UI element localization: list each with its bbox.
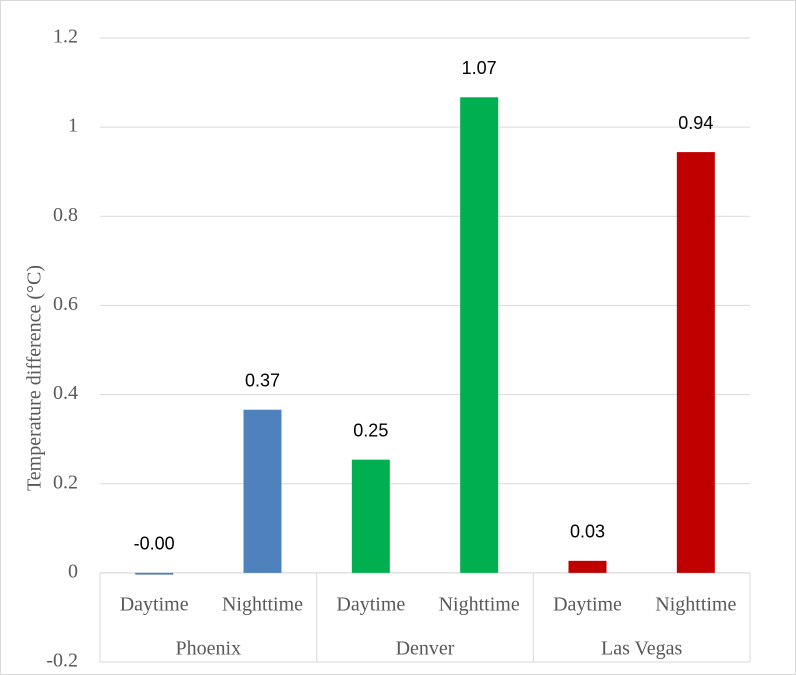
- data-label: 0.94: [678, 113, 713, 133]
- group-label: Denver: [396, 638, 455, 660]
- y-tick-label: 1.2: [53, 26, 78, 48]
- group-label: Phoenix: [176, 638, 242, 660]
- data-label: 0.25: [353, 420, 388, 440]
- bar: [460, 97, 499, 573]
- bar: [676, 152, 715, 573]
- x-tick-label: Daytime: [336, 593, 405, 615]
- x-tick-label: Nighttime: [222, 593, 303, 615]
- data-label: -0.00: [134, 534, 175, 554]
- y-tick-label: -0.2: [46, 650, 78, 672]
- y-tick-label: 0.6: [53, 293, 78, 315]
- y-tick-label: 0.2: [53, 471, 78, 493]
- y-tick-label: 0.8: [53, 204, 78, 226]
- bar: [243, 409, 282, 573]
- data-label: 0.03: [570, 522, 605, 542]
- data-label: 0.37: [245, 370, 280, 390]
- group-label: Las Vegas: [601, 638, 682, 660]
- bar: [568, 560, 607, 573]
- y-tick-label: 1: [68, 115, 78, 137]
- y-tick-label: 0: [68, 560, 78, 582]
- bar: [135, 572, 174, 575]
- data-label: 1.07: [462, 58, 497, 78]
- x-tick-label: Daytime: [553, 593, 622, 615]
- x-tick-label: Nighttime: [439, 593, 520, 615]
- x-tick-label: Nighttime: [655, 593, 736, 615]
- y-tick-label: 0.4: [53, 382, 78, 404]
- y-axis-label: Temperature difference (°C): [24, 265, 46, 491]
- x-tick-label: Daytime: [120, 593, 189, 615]
- bar: [351, 459, 390, 573]
